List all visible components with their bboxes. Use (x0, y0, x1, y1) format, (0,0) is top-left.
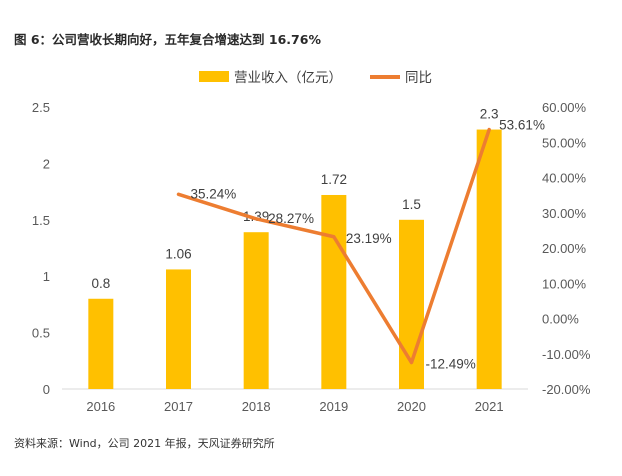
x-tick-label: 2018 (242, 399, 271, 414)
right-tick-label: -10.00% (542, 347, 591, 362)
x-tick-label: 2021 (475, 399, 504, 414)
x-tick-label: 2019 (319, 399, 348, 414)
line-label-2017: 35.24% (191, 186, 237, 201)
bar-label-2020: 1.5 (402, 197, 421, 212)
legend-label-yoy: 同比 (405, 70, 432, 86)
right-tick-label: 40.00% (542, 171, 587, 186)
left-tick-label: 1 (43, 269, 50, 284)
bar-2016 (88, 298, 114, 389)
line-label-2020: -12.49% (426, 357, 476, 372)
bar-2021 (476, 129, 502, 389)
left-tick-label: 0.5 (32, 326, 50, 341)
bar-label-2016: 0.8 (91, 276, 110, 291)
x-tick-label: 2020 (397, 399, 426, 414)
x-axis-ticks: 2016 2017 2018 2019 2020 2021 (86, 399, 503, 414)
left-tick-label: 0 (43, 382, 50, 397)
right-tick-label: 30.00% (542, 206, 587, 221)
left-tick-label: 1.5 (32, 213, 50, 228)
line-label-2018: 28.27% (268, 211, 314, 226)
left-tick-label: 2.5 (32, 100, 50, 115)
legend: 营业收入（亿元） 同比 (199, 70, 432, 86)
line-data-labels: 35.24% 28.27% 23.19% -12.49% 53.61% (191, 118, 545, 372)
bar-data-labels: 0.81.061.391.721.52.3 (91, 107, 498, 291)
bar-label-2019: 1.72 (321, 172, 347, 187)
right-tick-label: 0.00% (542, 312, 579, 327)
right-axis-ticks: -20.00% -10.00% 0.00% 10.00% 20.00% 30.00% 40.… (542, 100, 591, 397)
bar-label-2017: 1.06 (165, 246, 191, 261)
line-label-2021: 53.61% (499, 118, 545, 133)
right-tick-label: 60.00% (542, 100, 587, 115)
line-label-2019: 23.19% (346, 231, 392, 246)
chart-title: 图 6：公司营收长期向好，五年复合增速达到 16.76% (14, 32, 321, 47)
legend-swatch-revenue (199, 71, 229, 82)
bar-label-2021: 2.3 (480, 107, 499, 122)
x-tick-label: 2016 (86, 399, 115, 414)
right-tick-label: 20.00% (542, 241, 587, 256)
bar-2018 (243, 232, 269, 389)
line-series (176, 127, 491, 365)
left-tick-label: 2 (43, 156, 50, 171)
right-tick-label: 10.00% (542, 276, 587, 291)
legend-label-revenue: 营业收入（亿元） (234, 70, 342, 86)
right-tick-label: -20.00% (542, 382, 591, 397)
x-tick-label: 2017 (164, 399, 193, 414)
right-tick-label: 50.00% (542, 135, 587, 150)
bar-series (88, 129, 502, 389)
left-axis-ticks: 0 0.5 1 1.5 2 2.5 (32, 100, 50, 397)
source-note: 资料来源：Wind，公司 2021 年报，天风证券研究所 (14, 437, 275, 450)
bar-2019 (321, 194, 347, 389)
bar-2017 (166, 269, 191, 389)
yoy-line (176, 127, 491, 365)
